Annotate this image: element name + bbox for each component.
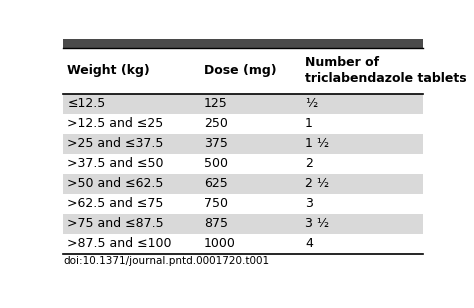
Text: Number of
triclabendazole tablets: Number of triclabendazole tablets [305,56,466,86]
Text: 625: 625 [204,177,228,190]
Text: 1 ½: 1 ½ [305,137,329,150]
Bar [63,174,423,194]
Bar [63,114,423,134]
Text: 250: 250 [204,117,228,130]
Text: ≤12.5: ≤12.5 [67,97,106,110]
Text: Dose (mg): Dose (mg) [204,64,277,78]
Text: 1: 1 [305,117,313,130]
Text: 2: 2 [305,157,313,170]
Text: 4: 4 [305,237,313,250]
Text: doi:10.1371/journal.pntd.0001720.t001: doi:10.1371/journal.pntd.0001720.t001 [63,256,269,266]
Text: 3: 3 [305,197,313,210]
Text: 750: 750 [204,197,228,210]
Text: >12.5 and ≤25: >12.5 and ≤25 [67,117,164,130]
Text: >62.5 and ≤75: >62.5 and ≤75 [67,197,164,210]
Text: 375: 375 [204,137,228,150]
Text: >37.5 and ≤50: >37.5 and ≤50 [67,157,164,170]
Bar [63,234,423,254]
Text: 2 ½: 2 ½ [305,177,329,190]
Text: 3 ½: 3 ½ [305,217,329,230]
Text: ½: ½ [305,97,317,110]
Text: 125: 125 [204,97,228,110]
Bar [63,194,423,214]
Bar [63,214,423,234]
Text: 500: 500 [204,157,228,170]
Bar [63,94,423,114]
Text: 875: 875 [204,217,228,230]
Bar [63,154,423,174]
Text: >25 and ≤37.5: >25 and ≤37.5 [67,137,164,150]
Text: 1000: 1000 [204,237,236,250]
Text: Weight (kg): Weight (kg) [67,64,150,78]
Bar [63,134,423,154]
Text: >87.5 and ≤100: >87.5 and ≤100 [67,237,172,250]
Text: >75 and ≤87.5: >75 and ≤87.5 [67,217,164,230]
Bar [63,38,423,48]
Text: >50 and ≤62.5: >50 and ≤62.5 [67,177,164,190]
